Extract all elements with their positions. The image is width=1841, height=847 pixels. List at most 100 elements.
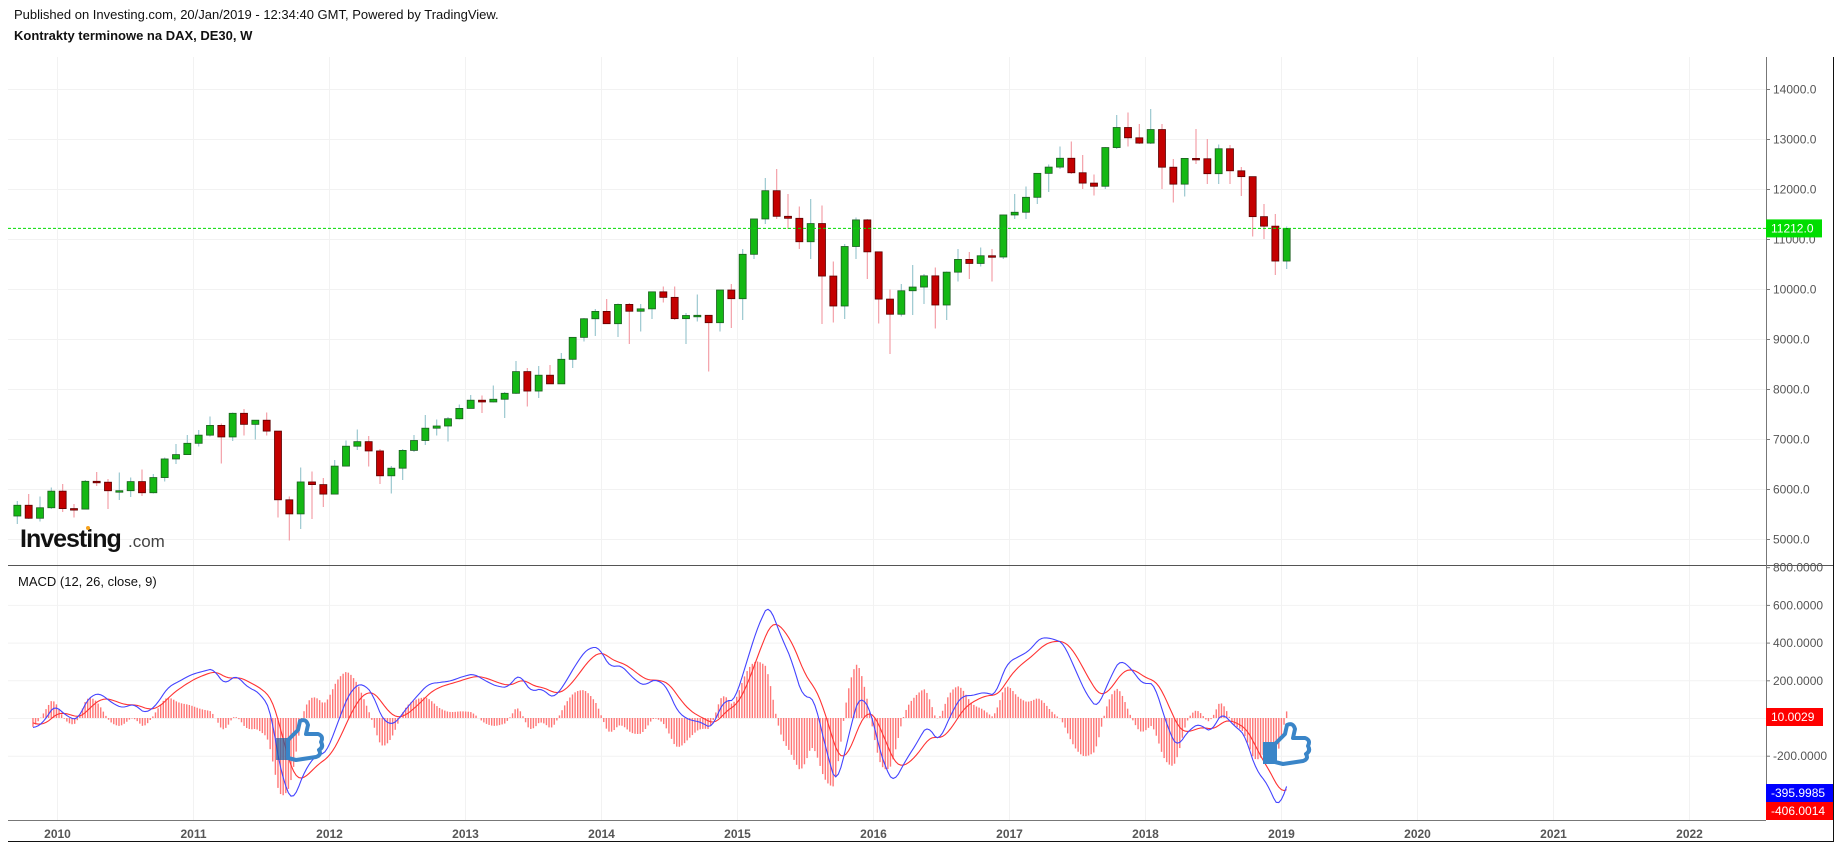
candle-body xyxy=(115,490,124,493)
candle xyxy=(1090,174,1098,196)
candle xyxy=(670,286,679,320)
year-label: 2013 xyxy=(452,827,479,841)
candle-body xyxy=(795,217,804,243)
price-tick-label: 5000.0 xyxy=(1773,533,1810,547)
candle xyxy=(444,417,452,442)
candle xyxy=(534,366,543,398)
candle-body xyxy=(886,298,894,315)
macd-tick-label: 600.0000 xyxy=(1773,598,1823,612)
candle-body xyxy=(104,481,112,492)
candle-body xyxy=(330,465,339,495)
candle-body xyxy=(478,399,486,403)
candle-body xyxy=(648,291,656,310)
candle-body xyxy=(727,289,736,300)
candle xyxy=(421,415,430,445)
chart-title: Kontrakty terminowe na DAX, DE30, W xyxy=(14,28,253,43)
candle xyxy=(364,436,373,467)
candle-body xyxy=(376,450,384,477)
investing-logo: Investing .com xyxy=(20,525,165,553)
candle-body xyxy=(13,504,22,517)
candle xyxy=(1282,226,1291,269)
candle-body xyxy=(240,412,248,425)
candle xyxy=(1044,164,1053,192)
candle-body xyxy=(172,454,180,460)
candle xyxy=(716,289,724,332)
candle-body xyxy=(387,467,396,477)
price-tick-label: 10000.0 xyxy=(1773,283,1817,297)
candle xyxy=(795,206,804,249)
macd-axis[interactable]: 800.0000 600.0000 400.0000 200.0000 -200.000… xyxy=(1766,561,1827,764)
candle xyxy=(659,286,668,303)
candle xyxy=(1135,124,1144,144)
candle-body xyxy=(1158,129,1166,168)
macd-value-tag: -395.9985 xyxy=(1766,784,1833,802)
candle xyxy=(1169,159,1178,203)
candle-body xyxy=(206,424,214,436)
candle xyxy=(523,368,532,407)
candle-body xyxy=(1067,157,1076,174)
candle xyxy=(353,429,362,450)
candle xyxy=(625,303,634,344)
candle xyxy=(591,309,600,336)
candle-body xyxy=(806,223,815,243)
candle-body xyxy=(931,275,940,306)
candle-body xyxy=(92,480,101,484)
signal-value: -406.0014 xyxy=(1771,804,1825,818)
candle-body xyxy=(1101,147,1110,187)
candle xyxy=(183,435,192,455)
price-tick-label: 13000.0 xyxy=(1773,133,1817,147)
signal-line xyxy=(32,623,1287,792)
candle xyxy=(285,496,294,541)
candle xyxy=(1067,141,1076,174)
candle-body xyxy=(1044,166,1053,174)
candle xyxy=(206,416,214,437)
candle-body xyxy=(999,214,1008,258)
time-axis[interactable]: 2010 2011 2012 2013 2014 2015 2016 2017 2018 2019… xyxy=(44,827,1703,841)
candle-body xyxy=(1112,127,1121,148)
candle-body xyxy=(217,424,226,438)
candle-body xyxy=(965,258,974,264)
candle-body xyxy=(1248,176,1257,218)
candle xyxy=(1112,115,1121,149)
candle-body xyxy=(625,303,634,312)
candle xyxy=(194,430,203,447)
macd-tick-label: 800.0000 xyxy=(1773,561,1823,575)
candle-body xyxy=(614,303,622,325)
candle xyxy=(954,249,962,282)
candle xyxy=(466,395,475,409)
price-tick-label: 8000.0 xyxy=(1773,383,1810,397)
candle xyxy=(1158,124,1166,189)
candle xyxy=(342,440,350,467)
candle xyxy=(70,504,78,518)
candle-body xyxy=(942,271,951,306)
thumbs-up-icon[interactable] xyxy=(1263,722,1312,766)
thumbs-up-icon[interactable] xyxy=(276,718,325,762)
candle xyxy=(47,487,56,509)
candle-body xyxy=(1146,129,1155,144)
candle-body xyxy=(285,499,294,515)
candle-body xyxy=(308,481,316,486)
candle xyxy=(976,247,985,267)
macd-pane xyxy=(32,608,1288,804)
candle-body xyxy=(750,218,758,255)
signal-value-tag: -406.0014 xyxy=(1766,802,1833,820)
year-label: 2010 xyxy=(44,827,71,841)
candle-body xyxy=(353,441,362,447)
candle-body xyxy=(500,392,509,400)
candle xyxy=(160,457,169,482)
year-label: 2014 xyxy=(588,827,615,841)
price-axis[interactable]: 14000.013000.012000.011000.010000.09000.… xyxy=(1766,83,1817,547)
candle xyxy=(863,219,872,279)
candle xyxy=(1101,147,1110,189)
candle xyxy=(580,318,588,342)
candle-body xyxy=(432,425,441,429)
candle xyxy=(704,314,713,372)
candle xyxy=(874,251,883,324)
price-tick-label: 14000.0 xyxy=(1773,83,1817,97)
candle xyxy=(104,479,112,509)
candle xyxy=(296,467,305,529)
candle xyxy=(546,365,554,385)
candle-body xyxy=(693,314,702,318)
candle-body xyxy=(444,418,452,427)
